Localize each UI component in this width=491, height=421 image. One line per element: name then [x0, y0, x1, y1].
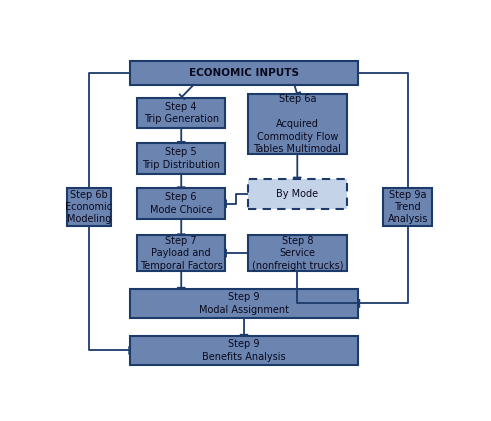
- Text: By Mode: By Mode: [276, 189, 318, 199]
- FancyBboxPatch shape: [137, 143, 225, 174]
- Text: Step 6b
Economic
Modeling: Step 6b Economic Modeling: [65, 189, 112, 224]
- FancyBboxPatch shape: [137, 235, 225, 271]
- Text: Step 6
Mode Choice: Step 6 Mode Choice: [150, 192, 213, 215]
- FancyBboxPatch shape: [67, 188, 111, 226]
- FancyBboxPatch shape: [130, 61, 358, 85]
- FancyBboxPatch shape: [137, 98, 225, 128]
- Text: Step 4
Trip Generation: Step 4 Trip Generation: [144, 102, 219, 124]
- FancyBboxPatch shape: [130, 289, 358, 318]
- Text: Step 6a

Acquired
Commodity Flow
Tables Multimodal: Step 6a Acquired Commodity Flow Tables M…: [253, 94, 341, 154]
- FancyBboxPatch shape: [248, 235, 347, 271]
- FancyBboxPatch shape: [130, 336, 358, 365]
- Text: ECONOMIC INPUTS: ECONOMIC INPUTS: [189, 68, 299, 78]
- Text: Step 9a
Trend
Analysis: Step 9a Trend Analysis: [387, 189, 428, 224]
- Text: Step 9
Modal Assignment: Step 9 Modal Assignment: [199, 292, 289, 314]
- FancyBboxPatch shape: [383, 188, 433, 226]
- FancyBboxPatch shape: [248, 94, 347, 154]
- Text: Step 7
Payload and
Temporal Factors: Step 7 Payload and Temporal Factors: [140, 236, 222, 271]
- Text: Step 9
Benefits Analysis: Step 9 Benefits Analysis: [202, 339, 286, 362]
- Text: Step 5
Trip Distribution: Step 5 Trip Distribution: [142, 147, 220, 170]
- FancyBboxPatch shape: [137, 188, 225, 219]
- FancyBboxPatch shape: [248, 179, 347, 209]
- Text: Step 8
Service
(nonfreight trucks): Step 8 Service (nonfreight trucks): [251, 236, 343, 271]
